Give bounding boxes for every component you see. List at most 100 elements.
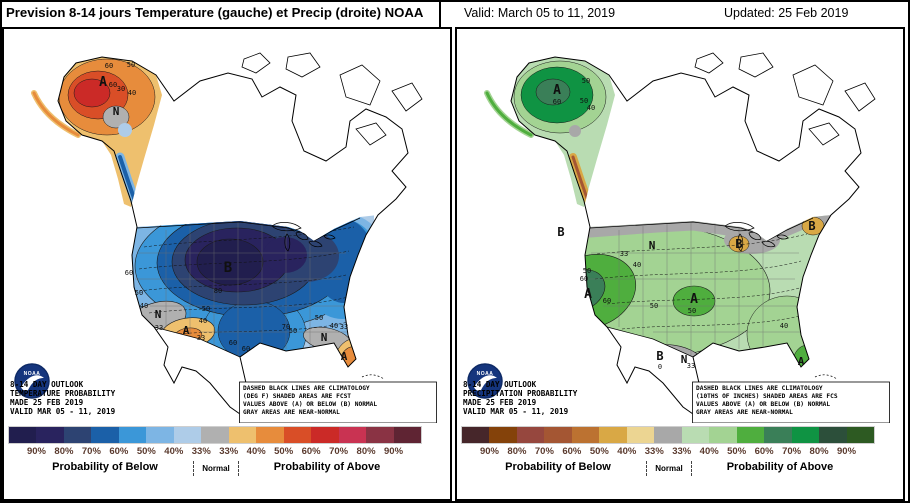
temp-legend-captions: Probability of Below Normal Probability …	[4, 461, 450, 481]
contour-label-60: 60	[242, 345, 250, 353]
contour-label-33: 33	[340, 323, 348, 331]
contour-label-40: 40	[330, 322, 338, 330]
legend-color-segment	[791, 427, 820, 443]
contour-label-60: 60	[580, 275, 588, 283]
temp-aleutians-core	[32, 91, 80, 137]
temp-alaska-pale-blue	[118, 123, 132, 137]
legend-color-segment	[599, 427, 627, 443]
contour-label-60: 60	[229, 339, 237, 347]
precip-legend-captions: Probability of Below Normal Probability …	[457, 461, 903, 481]
contour-label-33: 33	[155, 324, 163, 332]
precip-legend-ticks: 90% 80% 70% 60% 50% 40% 33% 33% 40% 50% 60% 70% 80% 9…	[457, 446, 903, 459]
temp-panhandle-core	[118, 155, 137, 203]
precip-alaska-60-above	[535, 78, 571, 106]
legend-tick-label: 70%	[534, 446, 554, 457]
legend-tick-label: 33%	[672, 446, 692, 457]
note-line: DASHED BLACK LINES ARE CLIMATOLOGY	[696, 385, 823, 392]
normal-label: Normal	[193, 461, 239, 476]
legend-tick-label: 90%	[479, 446, 499, 457]
contour-label-33: 33	[687, 362, 695, 370]
contour-label-50: 50	[582, 77, 590, 85]
temperature-panel: NOAA 8-14 DAY OUTLOOK TEMPERATURE PROBAB…	[2, 27, 452, 501]
anomaly-letter-N: N	[321, 331, 328, 344]
precip-coastline	[510, 52, 876, 422]
contour-label-60: 60	[603, 297, 611, 305]
legend-tick-label: 60%	[754, 446, 774, 457]
anomaly-letter-B: B	[656, 349, 663, 363]
info-line: MADE 25 FEB 2019	[463, 398, 537, 407]
anomaly-letter-B: B	[557, 225, 564, 239]
note-line: GRAY AREAS ARE NEAR-NORMAL	[696, 409, 793, 416]
precip-info-block: 8-14 DAY OUTLOOK PRECIPITATION PROBABILI…	[463, 380, 578, 416]
contour-label-60: 60	[109, 81, 117, 89]
precipitation-map: NOAA 8-14 DAY OUTLOOK PRECIPITATION PROB…	[463, 52, 890, 423]
note-line: VALUES ABOVE (A) OR BELOW (B) NORMAL	[243, 401, 377, 408]
anomaly-letter-A: A	[584, 287, 592, 302]
info-line: MADE 25 FEB 2019	[10, 398, 84, 407]
noaa-logo: NOAA	[14, 363, 50, 399]
legend-color-segment	[63, 427, 92, 443]
precip-region-40-above-southeast	[746, 295, 828, 367]
legend-color-segment	[36, 427, 64, 443]
legend-color-segment	[462, 427, 490, 443]
note-line: (DEG F) SHADED AREAS ARE FCST	[243, 393, 351, 400]
anomaly-letter-N: N	[649, 239, 656, 252]
legend-tick-label: 80%	[356, 446, 376, 457]
contour-label-0: 0	[658, 363, 662, 371]
legend-tick-label: 60%	[109, 446, 129, 457]
precip-legend-colorbar	[461, 426, 875, 444]
legend-tick-label: 40%	[246, 446, 266, 457]
contour-label-60: 60	[105, 62, 113, 70]
legend-tick-label: 50%	[589, 446, 609, 457]
anomaly-letter-N: N	[113, 105, 120, 118]
contour-label-50: 50	[127, 61, 135, 69]
legend-color-segment	[201, 427, 229, 443]
legend-color-segment	[544, 427, 572, 443]
info-line: TEMPERATURE PROBABILITY	[10, 389, 116, 398]
updated-date-text: Updated: 25 Feb 2019	[724, 6, 849, 20]
legend-tick-label: 70%	[329, 446, 349, 457]
legend-tick-label: 90%	[26, 446, 46, 457]
precip-note-box: DASHED BLACK LINES ARE CLIMATOLOGY (10TH…	[692, 381, 890, 423]
contour-label-40: 40	[587, 104, 595, 112]
note-line: DASHED BLACK LINES ARE CLIMATOLOGY	[243, 385, 370, 392]
info-line: VALID MAR 05 - 11, 2019	[10, 407, 116, 416]
legend-color-segment	[393, 427, 422, 443]
anomaly-letter-B: B	[735, 237, 742, 251]
anomaly-letter-A: A	[798, 355, 805, 368]
legend-color-segment	[846, 427, 875, 443]
info-line: 8-14 DAY OUTLOOK	[10, 380, 84, 389]
anomaly-letter-A: A	[690, 292, 698, 307]
map-panels: NOAA 8-14 DAY OUTLOOK TEMPERATURE PROBAB…	[2, 27, 905, 501]
temp-state-lines	[135, 222, 350, 356]
contour-label-40: 40	[199, 317, 207, 325]
contour-label-50: 50	[315, 314, 323, 322]
legend-color-segment	[654, 427, 682, 443]
precip-alaska-normal	[569, 125, 581, 137]
probability-of-below-label: Probability of Below	[52, 461, 158, 473]
precipitation-legend: 90% 80% 70% 60% 50% 40% 33% 33% 40% 50% 60% 70% 80% 9…	[457, 425, 903, 495]
legend-tick-label: 60%	[562, 446, 582, 457]
legend-tick-label: 80%	[809, 446, 829, 457]
temp-note-box: DASHED BLACK LINES ARE CLIMATOLOGY (DEG …	[239, 381, 437, 423]
precip-aleutians-core	[485, 91, 533, 137]
legend-tick-label: 50%	[727, 446, 747, 457]
legend-tick-label: 80%	[507, 446, 527, 457]
anomaly-letter-B: B	[808, 219, 815, 233]
anomaly-letter-B: B	[224, 260, 232, 276]
anomaly-letter-A: A	[183, 324, 190, 337]
info-line: PRECIPITATION PROBABILITY	[463, 389, 578, 398]
contour-label-70: 70	[282, 323, 290, 331]
info-line: VALID MAR 05 - 11, 2019	[463, 407, 569, 416]
legend-color-segment	[256, 427, 284, 443]
noaa-logo: NOAA	[467, 363, 503, 399]
contour-label-50: 50	[650, 302, 658, 310]
header-bar: Prevision 8-14 jours Temperature (gauche…	[2, 2, 908, 27]
legend-tick-label: 70%	[782, 446, 802, 457]
contour-label-60: 60	[553, 98, 561, 106]
legend-tick-label: 90%	[837, 446, 857, 457]
temp-info-block: 8-14 DAY OUTLOOK TEMPERATURE PROBABILITY…	[10, 380, 116, 416]
contour-label-40: 40	[128, 89, 136, 97]
page-title: Prevision 8-14 jours Temperature (gauche…	[6, 5, 424, 20]
